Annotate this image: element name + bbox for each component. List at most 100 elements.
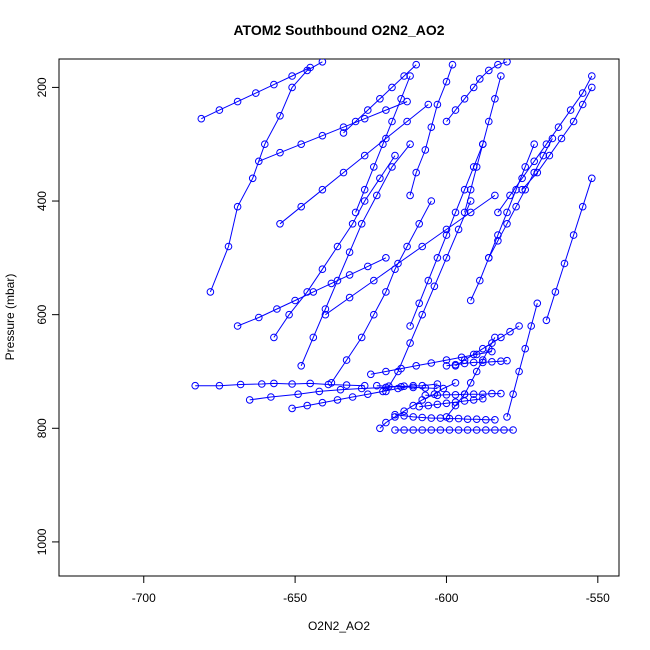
data-point <box>451 106 460 114</box>
data-point <box>472 367 481 376</box>
data-point <box>397 95 405 103</box>
series-25 <box>233 253 390 330</box>
data-point <box>503 208 511 217</box>
series-11 <box>451 322 523 370</box>
data-point <box>297 140 306 148</box>
data-point <box>406 72 414 80</box>
x-tick-label: -700 <box>132 591 156 605</box>
data-point <box>460 185 469 194</box>
data-point <box>588 174 596 183</box>
data-point <box>418 242 427 251</box>
chart-title: ATOM2 Southbound O2N2_AO2 <box>233 22 444 38</box>
data-point <box>415 299 424 308</box>
data-point <box>488 358 496 366</box>
data-point <box>454 414 463 423</box>
data-point <box>288 72 296 80</box>
data-point <box>494 237 502 245</box>
data-point <box>318 265 327 274</box>
data-point <box>503 356 511 365</box>
data-point <box>397 364 405 373</box>
data-point <box>309 333 318 342</box>
series-line <box>237 257 387 327</box>
data-point <box>497 72 505 80</box>
series-line <box>300 143 411 366</box>
data-point <box>451 391 460 399</box>
series-line <box>370 351 492 375</box>
data-point <box>385 382 393 391</box>
data-point <box>427 359 436 367</box>
data-point <box>345 248 354 256</box>
series-5 <box>297 140 414 370</box>
data-point <box>409 426 418 434</box>
data-point <box>427 414 436 422</box>
series-line <box>464 75 502 213</box>
data-point <box>403 117 411 126</box>
data-point <box>391 413 399 421</box>
data-point <box>315 387 324 396</box>
data-point <box>270 80 278 89</box>
data-point <box>469 358 478 367</box>
series-line <box>470 144 535 301</box>
data-point <box>370 276 378 285</box>
data-point <box>530 140 539 148</box>
data-point <box>370 310 378 319</box>
data-point <box>460 397 469 405</box>
series-24 <box>415 394 487 411</box>
x-axis: -700 -650 -600 -550 <box>132 575 610 605</box>
data-point <box>321 310 330 319</box>
data-point <box>472 350 481 359</box>
data-point <box>403 242 411 251</box>
series-19 <box>391 426 517 434</box>
data-point <box>336 385 345 394</box>
y-tick-label: 1000 <box>35 528 49 555</box>
y-tick-label: 400 <box>35 191 49 211</box>
series-35 <box>373 381 442 393</box>
series-9 <box>406 140 487 330</box>
series-line <box>201 67 311 120</box>
data-point <box>351 117 360 126</box>
data-point <box>403 97 411 106</box>
data-point <box>497 333 505 342</box>
data-point <box>533 168 542 177</box>
data-point <box>427 197 436 205</box>
data-point <box>442 231 451 239</box>
data-point <box>545 151 554 160</box>
data-point <box>394 259 402 268</box>
series-6 <box>327 197 436 387</box>
data-point <box>288 83 296 92</box>
data-point <box>297 362 306 370</box>
data-point <box>406 191 414 200</box>
x-axis-label: O2N2_AO2 <box>308 619 370 633</box>
data-point <box>512 202 520 211</box>
data-point <box>451 208 460 217</box>
data-point <box>460 208 469 217</box>
data-point <box>421 146 430 154</box>
series-21 <box>421 389 505 400</box>
data-point <box>436 426 445 434</box>
data-point <box>345 271 354 279</box>
data-point <box>233 97 242 106</box>
y-axis: 200 400 600 800 1000 <box>35 77 60 555</box>
data-point <box>578 100 587 109</box>
data-point <box>436 414 445 422</box>
series-2 <box>191 379 369 390</box>
data-point <box>276 220 284 228</box>
data-point <box>418 310 427 319</box>
data-point <box>566 106 575 114</box>
data-point <box>382 288 390 296</box>
data-point <box>215 106 224 114</box>
data-point <box>569 231 578 239</box>
series-16 <box>442 59 511 126</box>
data-point <box>442 77 451 86</box>
data-point <box>488 389 496 398</box>
data-point <box>433 380 442 388</box>
data-point <box>491 416 499 424</box>
data-point <box>318 59 327 66</box>
data-point <box>442 391 451 399</box>
series-15 <box>518 83 596 194</box>
data-point <box>497 389 505 398</box>
data-point <box>509 426 517 434</box>
data-point <box>276 112 284 120</box>
series-line <box>425 393 501 396</box>
data-point <box>288 404 296 413</box>
